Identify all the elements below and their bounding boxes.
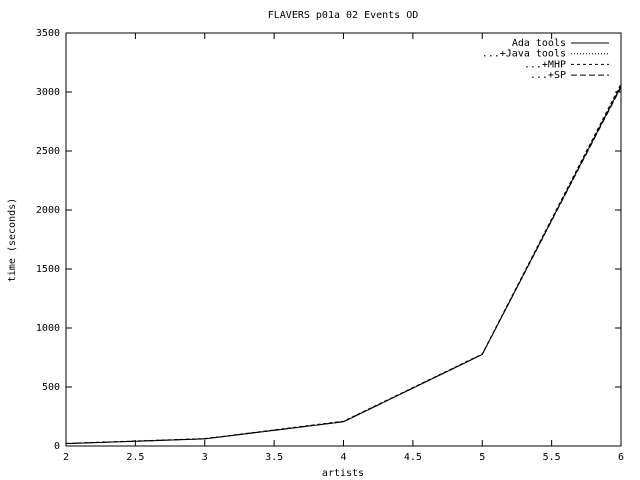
x-axis-label: artists bbox=[322, 468, 364, 479]
y-tick-label: 3500 bbox=[36, 28, 60, 39]
y-tick-label: 0 bbox=[54, 441, 60, 452]
y-tick-label: 500 bbox=[42, 382, 60, 393]
legend-label: Ada tools bbox=[512, 38, 566, 49]
y-tick-label: 1500 bbox=[36, 264, 60, 275]
x-tick-label: 2.5 bbox=[126, 452, 144, 463]
y-tick-label: 1000 bbox=[36, 323, 60, 334]
y-tick-label: 3000 bbox=[36, 87, 60, 98]
y-tick-label: 2000 bbox=[36, 205, 60, 216]
x-tick-label: 5 bbox=[479, 452, 485, 463]
series-line bbox=[65, 84, 622, 445]
y-axis-label: time (seconds) bbox=[7, 198, 18, 282]
x-tick-label: 4 bbox=[340, 452, 346, 463]
series-line bbox=[65, 87, 622, 445]
series-line bbox=[65, 83, 622, 444]
x-tick-label: 3 bbox=[202, 452, 208, 463]
legend-label: ...+SP bbox=[530, 70, 566, 81]
x-tick-label: 4.5 bbox=[404, 452, 422, 463]
plot-frame bbox=[65, 32, 622, 447]
legend-label: ...+MHP bbox=[524, 59, 566, 70]
chart-title: FLAVERS p01a 02 Events OD bbox=[268, 10, 419, 21]
legend-label: ...+Java tools bbox=[482, 49, 566, 60]
series-line bbox=[65, 85, 622, 445]
x-tick-label: 2 bbox=[63, 452, 69, 463]
x-tick-label: 3.5 bbox=[265, 452, 283, 463]
x-tick-label: 5.5 bbox=[543, 452, 561, 463]
y-tick-label: 2500 bbox=[36, 146, 60, 157]
x-tick-label: 6 bbox=[618, 452, 624, 463]
